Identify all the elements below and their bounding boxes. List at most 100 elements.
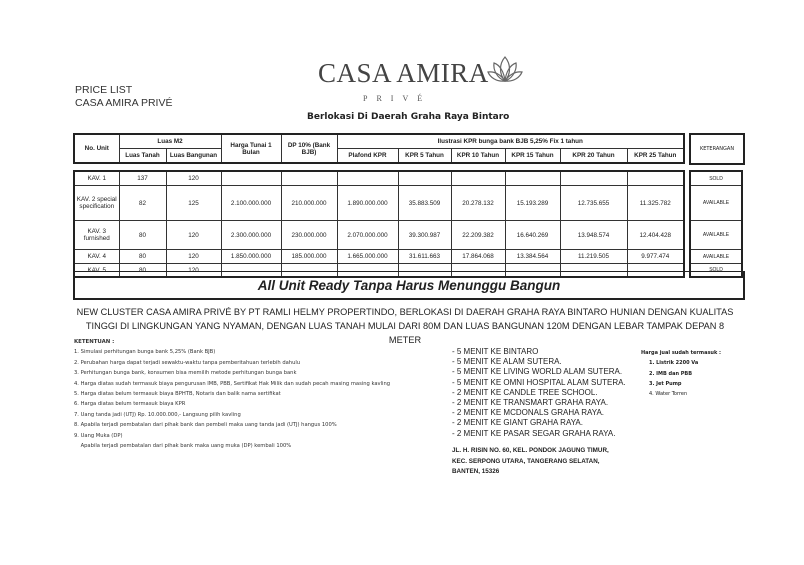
cell-harga bbox=[220, 170, 282, 186]
cell-unit: KAV. 4 bbox=[73, 249, 120, 264]
nearby-list: - 5 MENIT KE BINTARO - 5 MENIT KE ALAM SU… bbox=[452, 347, 626, 439]
cell-harga: 2.100.000.000 bbox=[220, 185, 282, 221]
cell-bangunan: 120 bbox=[165, 263, 222, 278]
cell-kpr20 bbox=[559, 170, 628, 186]
header-kpr15: KPR 15 Tahun bbox=[504, 148, 561, 164]
cell-kpr10 bbox=[450, 170, 506, 186]
header-kpr25: KPR 25 Tahun bbox=[626, 148, 685, 164]
status-row: AVAILABLE bbox=[689, 220, 743, 250]
cell-plafond bbox=[336, 170, 399, 186]
header-keterangan: KETERANGAN bbox=[689, 133, 745, 165]
cell-kpr15: 15.193.289 bbox=[504, 185, 561, 221]
cell-dp: 185.000.000 bbox=[280, 249, 338, 264]
header-harga: Harga Tunai 1 Bulan bbox=[220, 133, 282, 164]
cell-tanah: 80 bbox=[118, 220, 167, 250]
header-luas-tanah: Luas Tanah bbox=[118, 148, 167, 164]
header-plafond: Plafond KPR bbox=[336, 148, 399, 164]
cell-kpr25 bbox=[626, 263, 685, 278]
nearby-item: - 2 MENIT KE PASAR SEGAR GRAHA RAYA. bbox=[452, 428, 616, 438]
cell-unit: KAV. 3 furnished bbox=[73, 220, 120, 250]
status-row: SOLD bbox=[689, 263, 743, 278]
status-badge: SOLD bbox=[689, 263, 743, 278]
cell-unit: KAV. 1 bbox=[73, 170, 120, 186]
cell-kpr10: 22.209.382 bbox=[450, 220, 506, 250]
terms-item: 3. Perhitungan bunga bank, konsumen bisa… bbox=[74, 370, 297, 377]
terms-item: 8. Apabila terjadi pembatalan dari pihak… bbox=[74, 422, 337, 429]
cell-bangunan: 125 bbox=[165, 185, 222, 221]
header-kpr10: KPR 10 Tahun bbox=[450, 148, 506, 164]
header-dp: DP 10% (Bank BJB) bbox=[280, 133, 338, 164]
cell-dp: 230.000.000 bbox=[280, 220, 338, 250]
status-row: SOLD bbox=[689, 170, 743, 186]
ready-banner: All Unit Ready Tanpa Harus Menunggu Bang… bbox=[73, 271, 745, 300]
project-name: CASA AMIRA PRIVÉ bbox=[75, 97, 173, 109]
nearby-item: - 5 MENIT KE ALAM SUTERA. bbox=[452, 357, 562, 367]
cell-kpr25: 12.404.428 bbox=[626, 220, 685, 250]
status-column: SOLD AVAILABLE AVAILABLE AVAILABLE SOLD bbox=[689, 170, 743, 278]
cell-unit: KAV. 2 special specification bbox=[73, 185, 120, 221]
table-row: KAV. 1 137 120 bbox=[73, 170, 685, 186]
cell-kpr5: 39.300.987 bbox=[397, 220, 452, 250]
cell-kpr20: 11.219.505 bbox=[559, 249, 628, 264]
cell-kpr25: 11.325.782 bbox=[626, 185, 685, 221]
terms-item: 6. Harga diatas belum termasuk biaya KPR bbox=[74, 401, 186, 408]
header-kpr5: KPR 5 Tahun bbox=[397, 148, 452, 164]
cell-kpr20: 12.735.655 bbox=[559, 185, 628, 221]
cell-harga: 2.300.000.000 bbox=[220, 220, 282, 250]
cell-dp: 210.000.000 bbox=[280, 185, 338, 221]
cell-kpr25: 9.977.474 bbox=[626, 249, 685, 264]
terms-item: 4. Harga diatas sudah termasuk biaya pen… bbox=[74, 380, 391, 387]
terms-item: 1. Simulasi perhitungan bunga bank 5,25%… bbox=[74, 349, 216, 356]
status-row: AVAILABLE bbox=[689, 249, 743, 264]
cell-harga: 1.850.000.000 bbox=[220, 249, 282, 264]
table-row: KAV. 4 80 120 1.850.000.000 185.000.000 1.665… bbox=[73, 249, 685, 264]
cell-bangunan: 120 bbox=[165, 220, 222, 250]
cluster-description: NEW CLUSTER CASA AMIRA PRIVÉ BY PT RAMLI… bbox=[76, 307, 734, 345]
cell-plafond: 1.890.000.000 bbox=[336, 185, 399, 221]
nearby-item: - 2 MENIT KE MCDONALS GRAHA RAYA. bbox=[452, 408, 605, 418]
status-badge: SOLD bbox=[689, 170, 743, 186]
terms-item: 7. Uang tanda jadi (UTJ) Rp. 10.000.000,… bbox=[74, 411, 241, 418]
header-luas-bangunan: Luas Bangunan bbox=[165, 148, 222, 164]
cell-bangunan: 120 bbox=[165, 170, 222, 186]
included-section: Harga jual sudah termasuk : 1. Listrik 2… bbox=[641, 348, 721, 399]
address-line: JL. H. RISIN NO. 60, KEL. PONDOK JAGUNG … bbox=[452, 447, 609, 454]
price-table-header: No. Unit Luas M2 Harga Tunai 1 Bulan DP … bbox=[73, 133, 685, 164]
header-ilustrasi: Ilustrasi KPR bunga bank BJB 5,25% Fix 1… bbox=[336, 133, 685, 149]
status-row: AVAILABLE bbox=[689, 185, 743, 221]
status-badge: AVAILABLE bbox=[689, 249, 743, 264]
terms-item: 5. Harga diatas belum termasuk biaya BPH… bbox=[74, 391, 281, 398]
included-title: Harga jual sudah termasuk : bbox=[641, 350, 722, 356]
table-row: KAV. 3 furnished 80 120 2.300.000.000 230.00… bbox=[73, 220, 685, 250]
included-item: 2. IMB dan PBB bbox=[649, 370, 693, 377]
terms-item: Apabila terjadi pembatalan dari pihak ba… bbox=[74, 443, 292, 450]
cell-kpr5 bbox=[397, 170, 452, 186]
nearby-item: - 2 MENIT KE CANDLE TREE SCHOOL. bbox=[452, 387, 598, 397]
cell-kpr10: 20.278.132 bbox=[450, 185, 506, 221]
cell-kpr20: 13.948.574 bbox=[559, 220, 628, 250]
nearby-item: - 5 MENIT KE OMNI HOSPITAL ALAM SUTERA. bbox=[452, 377, 626, 387]
cell-kpr15: 16.640.269 bbox=[504, 220, 561, 250]
cell-tanah: 80 bbox=[118, 249, 167, 264]
cell-plafond: 1.665.000.000 bbox=[336, 249, 399, 264]
header-kpr20: KPR 20 Tahun bbox=[559, 148, 628, 164]
address: JL. H. RISIN NO. 60, KEL. PONDOK JAGUNG … bbox=[452, 446, 609, 478]
nearby-item: - 5 MENIT KE BINTARO bbox=[452, 347, 539, 356]
cell-plafond: 2.070.000.000 bbox=[336, 220, 399, 250]
price-table-body: KAV. 1 137 120 KAV. 2 special specification… bbox=[73, 170, 685, 278]
included-item: 1. Listrik 2200 Va bbox=[649, 360, 699, 367]
cell-tanah: 80 bbox=[118, 263, 167, 278]
cell-kpr25 bbox=[626, 170, 685, 186]
cell-kpr5: 31.611.663 bbox=[397, 249, 452, 264]
logo-subtitle: PRIVÉ bbox=[363, 94, 432, 103]
status-badge: AVAILABLE bbox=[689, 220, 743, 250]
nearby-item: - 2 MENIT KE GIANT GRAHA RAYA. bbox=[452, 418, 583, 428]
table-row: KAV. 5 80 120 bbox=[73, 263, 685, 278]
location-heading: Berlokasi Di Daerah Graha Raya Bintaro bbox=[307, 112, 510, 122]
cell-tanah: 82 bbox=[118, 185, 167, 221]
price-list-label: PRICE LIST bbox=[75, 84, 133, 96]
cell-kpr10: 17.864.068 bbox=[450, 249, 506, 264]
cell-kpr15 bbox=[504, 170, 561, 186]
cell-kpr5: 35.883.509 bbox=[397, 185, 452, 221]
